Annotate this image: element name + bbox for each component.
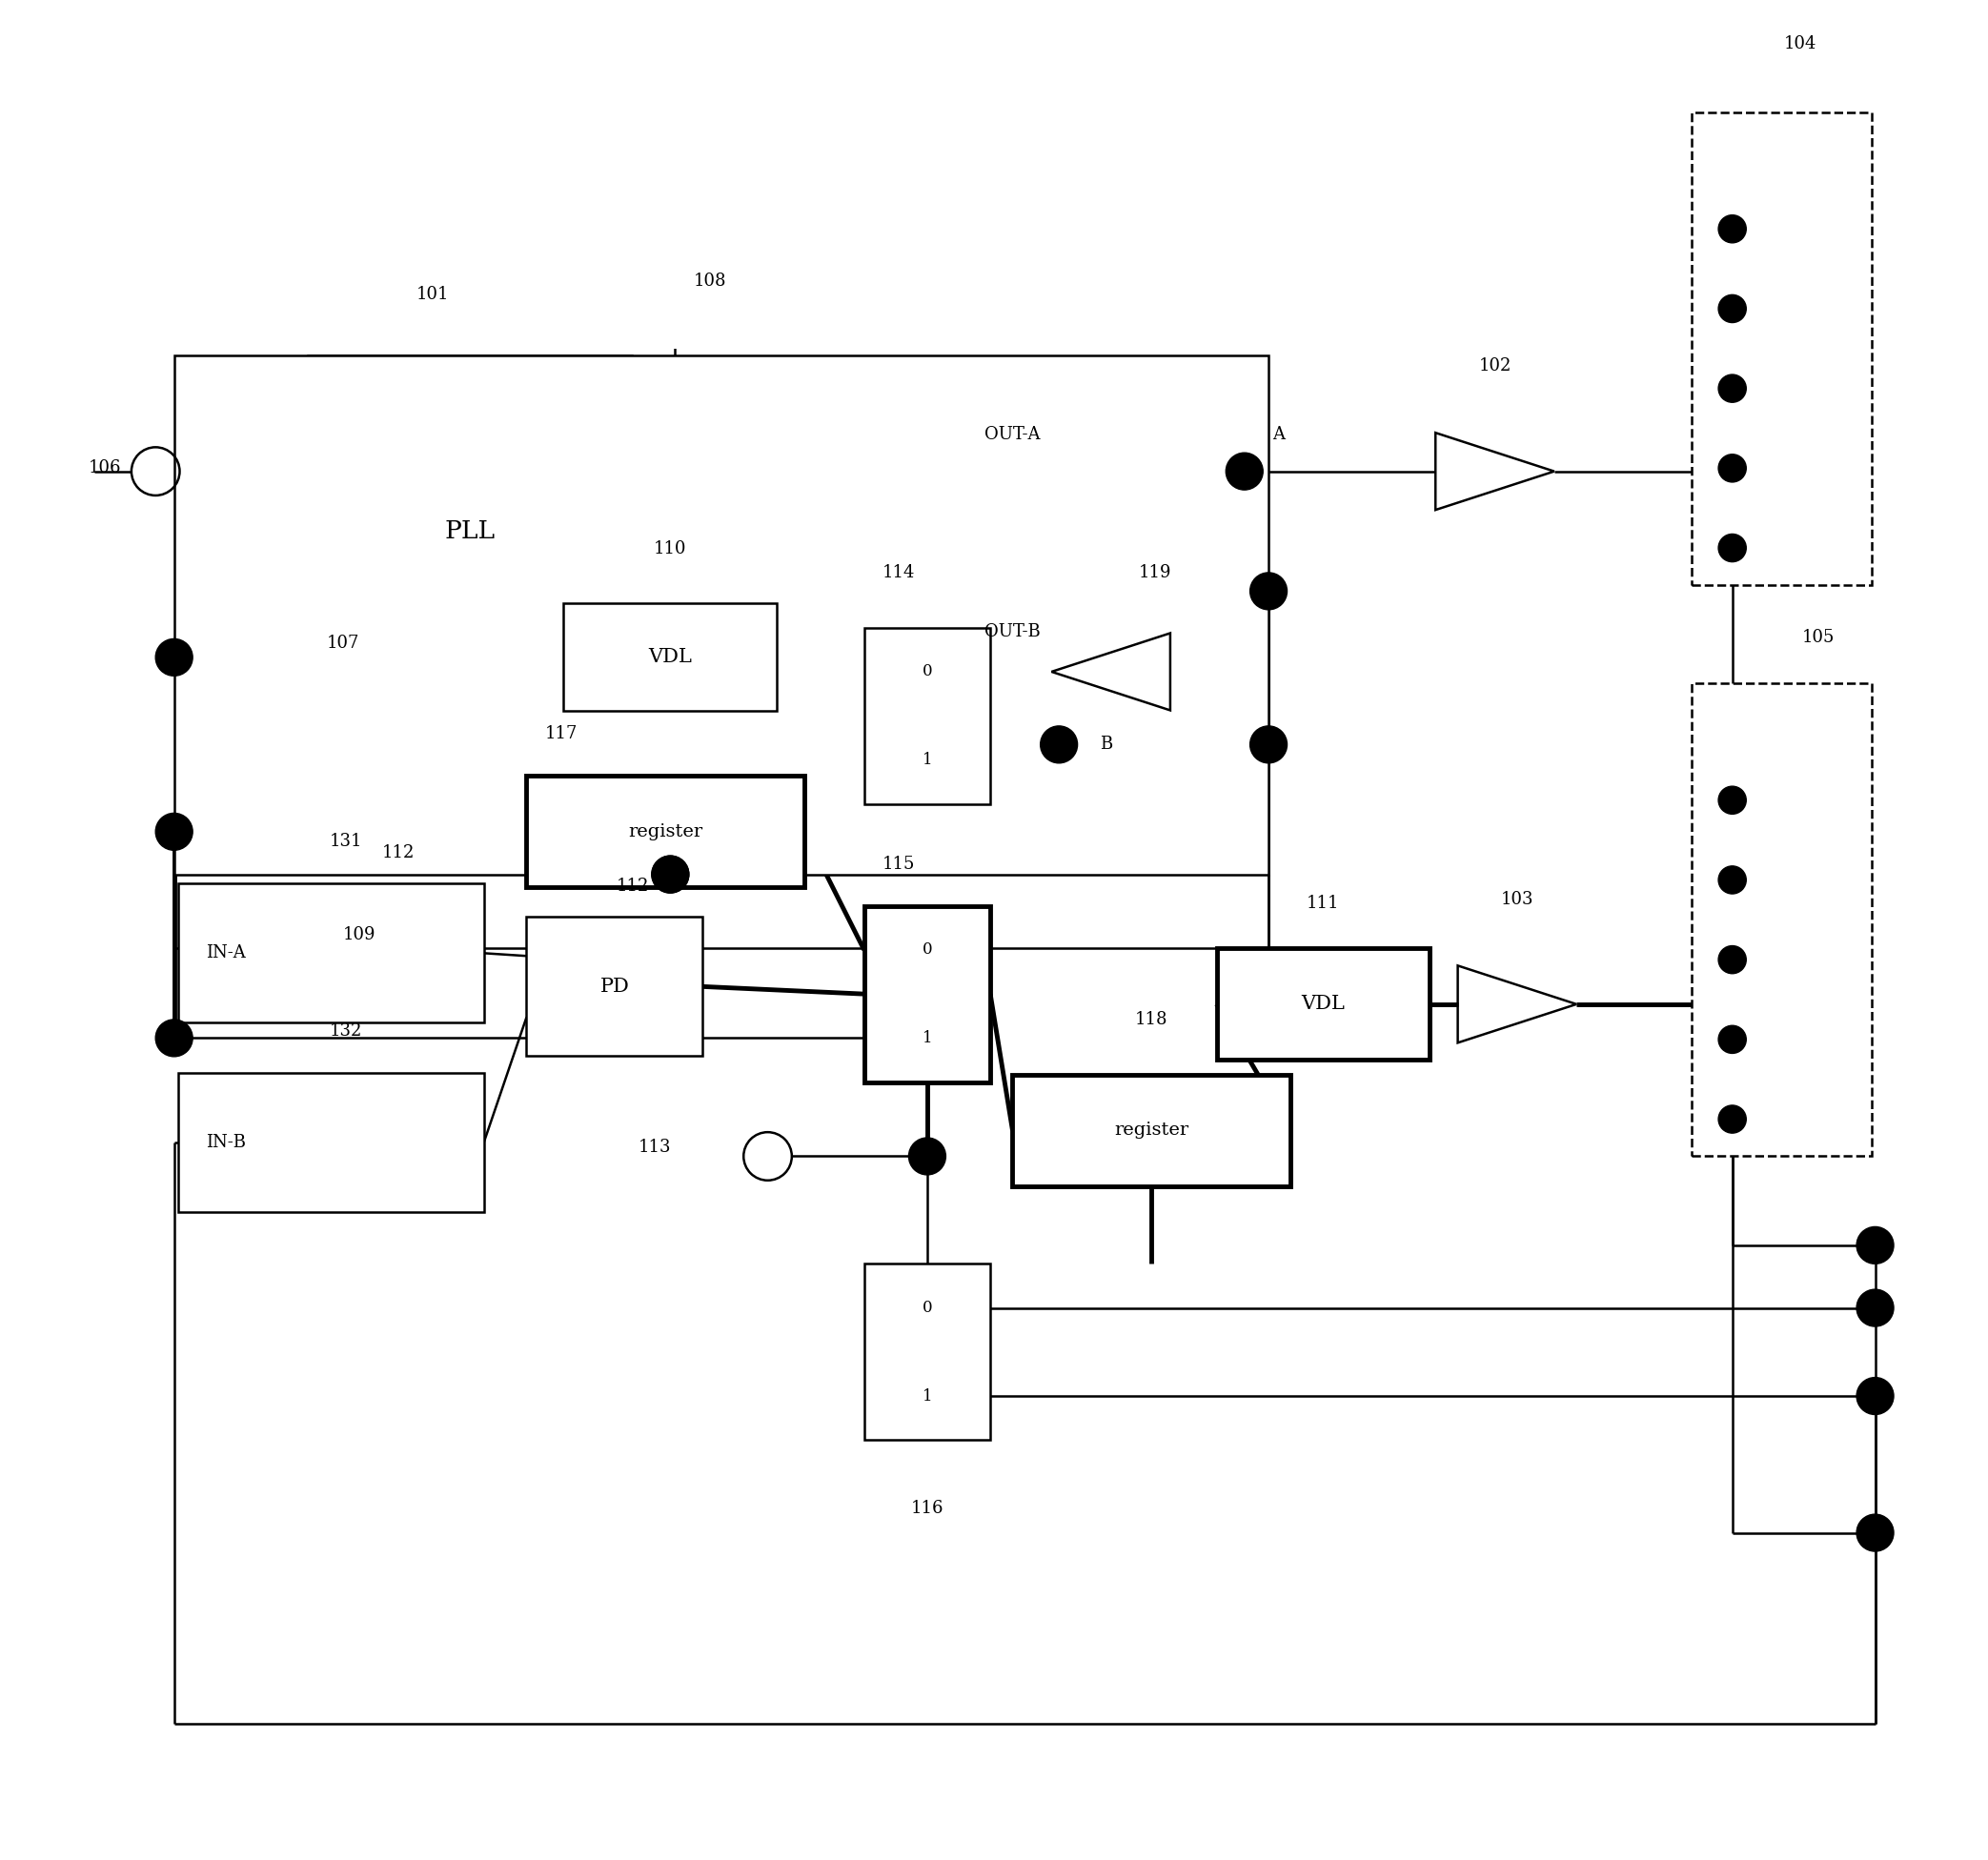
Text: 102: 102 <box>1479 357 1511 376</box>
Circle shape <box>1857 1514 1895 1551</box>
Circle shape <box>1718 534 1745 562</box>
Circle shape <box>155 1019 193 1056</box>
Text: 132: 132 <box>330 1023 362 1040</box>
Text: 118: 118 <box>1135 1012 1169 1029</box>
Text: 113: 113 <box>638 1138 670 1155</box>
Text: 101: 101 <box>415 286 449 303</box>
Circle shape <box>1857 1378 1895 1415</box>
Circle shape <box>1718 1025 1745 1053</box>
Text: 117: 117 <box>545 725 579 742</box>
Text: 111: 111 <box>1306 895 1340 911</box>
Text: 0: 0 <box>922 941 932 958</box>
Circle shape <box>1718 867 1745 895</box>
Bar <box>565 604 777 711</box>
Text: B: B <box>1099 737 1113 753</box>
Text: OUT-B: OUT-B <box>984 623 1040 640</box>
Text: 104: 104 <box>1783 35 1817 52</box>
Bar <box>177 1073 483 1213</box>
Bar <box>177 884 483 1023</box>
Text: 0: 0 <box>922 1300 932 1317</box>
Circle shape <box>1718 374 1745 402</box>
Text: register: register <box>1115 1122 1189 1138</box>
Circle shape <box>1718 216 1745 244</box>
Circle shape <box>652 856 690 893</box>
Bar <box>1012 1075 1290 1187</box>
Bar <box>1217 949 1429 1060</box>
Text: 0: 0 <box>922 664 932 681</box>
Text: 131: 131 <box>330 833 362 850</box>
Circle shape <box>155 638 193 675</box>
Bar <box>1692 112 1871 586</box>
Text: VDL: VDL <box>1302 995 1346 1014</box>
Text: 108: 108 <box>694 273 726 290</box>
Text: PLL: PLL <box>445 519 495 543</box>
Text: 103: 103 <box>1501 891 1533 908</box>
Circle shape <box>1718 294 1745 322</box>
Text: A: A <box>1272 426 1284 443</box>
Text: 107: 107 <box>326 634 360 651</box>
Circle shape <box>652 856 690 893</box>
Bar <box>865 627 990 804</box>
Text: 1: 1 <box>922 1388 932 1404</box>
Bar <box>1692 683 1871 1157</box>
Text: IN-A: IN-A <box>205 945 245 962</box>
Circle shape <box>1718 454 1745 482</box>
Circle shape <box>155 813 193 850</box>
Circle shape <box>1040 725 1077 763</box>
Text: 109: 109 <box>344 926 376 943</box>
Circle shape <box>1250 573 1286 610</box>
Text: OUT-A: OUT-A <box>984 426 1040 443</box>
Text: 114: 114 <box>883 564 914 582</box>
Text: 1: 1 <box>922 1030 932 1045</box>
Circle shape <box>1857 1289 1895 1326</box>
Text: 119: 119 <box>1139 564 1171 582</box>
Bar <box>308 355 632 707</box>
Bar <box>527 776 805 887</box>
Text: VDL: VDL <box>648 649 692 666</box>
Text: 115: 115 <box>883 856 914 872</box>
Text: 116: 116 <box>911 1499 944 1516</box>
Text: 112: 112 <box>616 878 650 895</box>
Text: 112: 112 <box>382 844 415 861</box>
Text: 105: 105 <box>1803 629 1835 645</box>
Circle shape <box>1250 725 1286 763</box>
Bar <box>865 1263 990 1440</box>
Bar <box>175 355 1268 874</box>
Text: 106: 106 <box>89 459 121 476</box>
Circle shape <box>1227 452 1262 489</box>
Text: 1: 1 <box>922 751 932 768</box>
Text: PD: PD <box>600 978 630 995</box>
Circle shape <box>1718 1105 1745 1133</box>
Circle shape <box>909 1138 946 1176</box>
Text: register: register <box>628 824 704 841</box>
Circle shape <box>1718 945 1745 973</box>
Bar <box>527 917 704 1056</box>
Bar <box>865 906 990 1083</box>
Text: 110: 110 <box>654 539 686 558</box>
Text: IN-B: IN-B <box>205 1135 247 1151</box>
Circle shape <box>1718 787 1745 815</box>
Circle shape <box>1857 1228 1895 1263</box>
